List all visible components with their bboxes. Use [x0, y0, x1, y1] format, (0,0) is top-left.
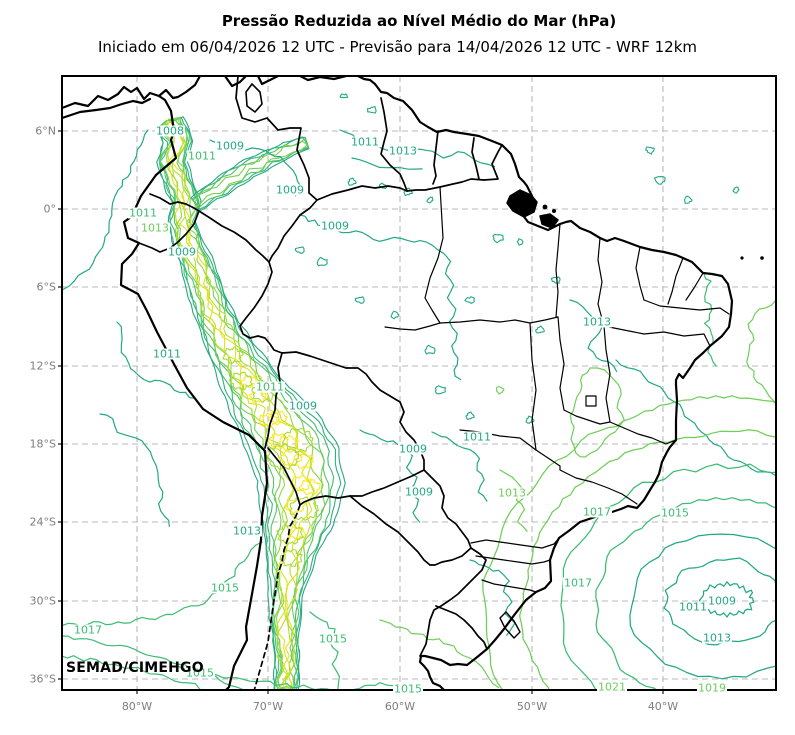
contour-label: 1015 — [210, 581, 240, 595]
contour-label: 1009 — [288, 399, 318, 413]
contour-label: 1009 — [167, 245, 197, 259]
contour-label: 1011 — [678, 600, 708, 614]
contour-label: 1009 — [404, 485, 434, 499]
contour-label: 1013 — [388, 144, 418, 158]
contour-label: 1015 — [660, 506, 690, 520]
contour-label: 1011 — [255, 380, 285, 394]
contour-label: 1011 — [187, 149, 217, 163]
lat-tick-label: 12°S — [29, 359, 56, 373]
contour-label: 1009 — [275, 183, 305, 197]
lat-tick-label: 30°S — [29, 594, 56, 608]
contour-label: 1015 — [393, 682, 423, 696]
lat-tick-label: 36°S — [29, 672, 56, 686]
lon-tick-label: 70°W — [252, 700, 284, 713]
contour-label: 1015 — [318, 632, 348, 646]
geography-layer — [62, 76, 764, 690]
contour-label: 1009 — [215, 139, 245, 153]
contour-label: 1009 — [320, 219, 350, 233]
contour-label: 1011 — [462, 430, 492, 444]
contour-label: 1013 — [497, 486, 527, 500]
contour-label: 1017 — [73, 623, 103, 637]
contour-label: 1015 — [185, 666, 215, 680]
contours-layer — [62, 93, 776, 690]
contour-label: 1017 — [582, 505, 612, 519]
contour-label: 1013 — [702, 631, 732, 645]
contour-label: 1013 — [232, 524, 262, 538]
contour-label: 1011 — [350, 135, 380, 149]
contour-label: 1011 — [152, 347, 182, 361]
figure-title: Pressão Reduzida ao Nível Médio do Mar (… — [221, 12, 617, 30]
contour-label: 1009 — [707, 594, 737, 608]
contour-label: 1021 — [597, 680, 627, 694]
contour-label: 1017 — [563, 576, 593, 590]
lon-tick-label: 80°W — [121, 700, 153, 713]
lon-tick-label: 60°W — [384, 700, 416, 713]
watermark: SEMAD/CIMEHGO — [66, 660, 204, 676]
lat-tick-label: 24°S — [29, 515, 56, 529]
contour-label: 1013 — [582, 315, 612, 329]
figure-subtitle: Iniciado em 06/04/2026 12 UTC - Previsão… — [97, 38, 698, 56]
contour-label: 1009 — [398, 442, 428, 456]
lon-tick-label: 40°W — [647, 700, 679, 713]
contour-label: 1013 — [140, 221, 170, 235]
contour-label: 1011 — [128, 206, 158, 220]
contour-label: 1019 — [697, 681, 727, 695]
lat-tick-label: 18°S — [29, 437, 56, 451]
contour-label: 1008 — [155, 124, 185, 138]
lon-tick-label: 50°W — [516, 700, 548, 713]
lat-tick-label: 0° — [43, 202, 57, 216]
lat-tick-label: 6°S — [36, 280, 56, 294]
lat-tick-label: 6°N — [35, 124, 56, 138]
